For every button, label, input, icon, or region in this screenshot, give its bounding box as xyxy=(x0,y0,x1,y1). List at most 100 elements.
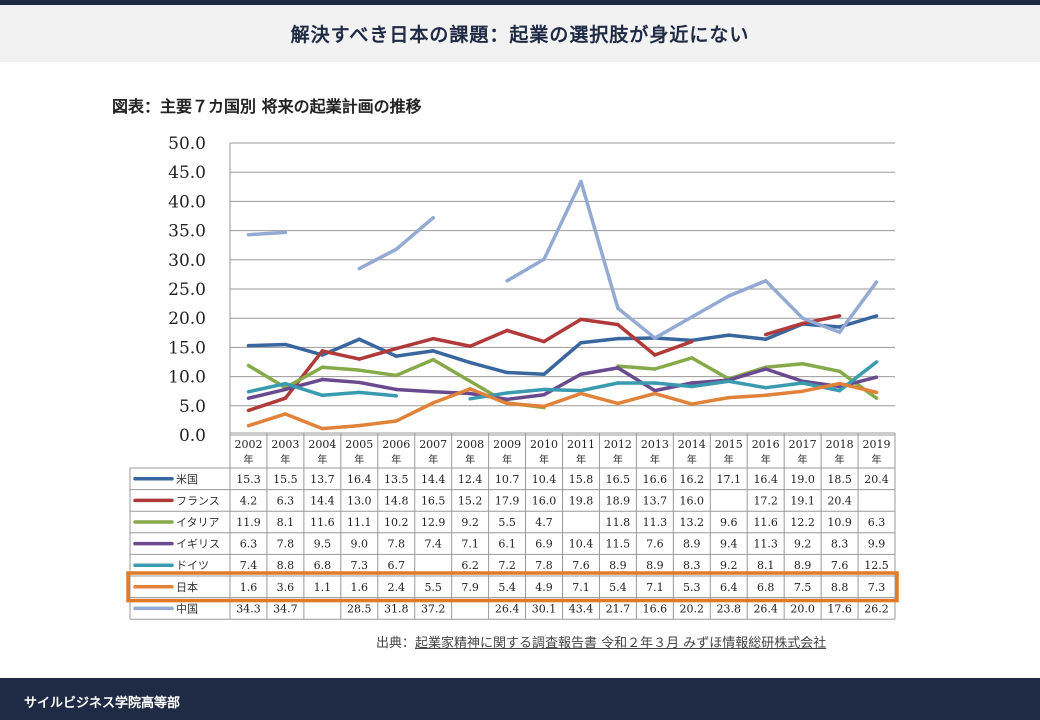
x-tick-suffix: 年 xyxy=(576,453,586,466)
data-label: 16.6 xyxy=(643,473,668,486)
data-label: 7.2 xyxy=(498,559,516,572)
data-label: 11.8 xyxy=(606,516,631,529)
series-line-segment xyxy=(763,389,805,398)
data-label: 6.2 xyxy=(461,559,479,572)
x-tick-label: 2011 xyxy=(567,438,595,451)
data-label: 4.7 xyxy=(535,516,553,529)
data-label: 8.9 xyxy=(646,559,664,572)
series-line-segment xyxy=(394,401,435,423)
data-label: 14.4 xyxy=(310,494,335,507)
series-line-segment xyxy=(431,390,472,396)
x-tick-label: 2007 xyxy=(419,438,447,451)
series-line-segment xyxy=(763,367,805,384)
data-label: 10.4 xyxy=(569,538,594,551)
data-label: 1.6 xyxy=(351,581,369,594)
series-line-segment xyxy=(653,339,694,357)
series-line-segment xyxy=(431,336,472,348)
series-line-segment xyxy=(505,257,546,283)
data-label: 12.2 xyxy=(790,516,815,529)
data-label: 26.4 xyxy=(753,602,778,615)
x-tick-suffix: 年 xyxy=(872,453,882,466)
y-tick-label: 0.0 xyxy=(179,426,206,446)
data-label: 6.3 xyxy=(868,516,886,529)
data-label: 13.2 xyxy=(680,516,705,529)
legend-label: 日本 xyxy=(176,580,198,594)
x-tick-suffix: 年 xyxy=(761,453,771,466)
y-tick-label: 20.0 xyxy=(168,309,206,329)
series-line-segment xyxy=(763,279,805,320)
x-tick-suffix: 年 xyxy=(465,453,475,466)
series-line-segment xyxy=(800,381,842,393)
data-label: 8.9 xyxy=(683,538,701,551)
series-line-segment xyxy=(727,279,768,298)
data-label: 7.3 xyxy=(868,581,886,594)
data-label: 10.7 xyxy=(495,473,520,486)
series-line-segment xyxy=(653,356,694,371)
y-tick-label: 30.0 xyxy=(168,251,206,271)
series-line-segment xyxy=(431,387,472,405)
series-line-segment xyxy=(320,349,362,361)
x-tick-label: 2010 xyxy=(530,438,558,451)
data-label: 6.1 xyxy=(498,538,516,551)
series-line-segment xyxy=(690,395,731,406)
series-line-segment xyxy=(837,369,879,400)
data-label: 17.1 xyxy=(717,473,742,486)
x-tick-suffix: 年 xyxy=(391,453,401,466)
data-label: 6.3 xyxy=(240,538,258,551)
data-label: 9.2 xyxy=(794,538,812,551)
data-label: 7.6 xyxy=(831,559,849,572)
data-label: 5.4 xyxy=(609,581,627,594)
data-label: 8.8 xyxy=(277,559,295,572)
series-line-segment xyxy=(431,349,472,365)
data-label: 10.9 xyxy=(827,516,852,529)
x-tick-suffix: 年 xyxy=(502,453,512,466)
series-line-segment xyxy=(246,387,288,400)
data-label: 37.2 xyxy=(421,602,446,615)
x-tick-label: 2018 xyxy=(826,438,854,451)
series-line-segment xyxy=(579,381,620,393)
data-label: 4.2 xyxy=(240,494,258,507)
series-line-segment xyxy=(542,179,583,261)
data-label: 34.3 xyxy=(236,602,261,615)
top-accent-bar xyxy=(0,0,1040,5)
source-link[interactable]: 起業家精神に関する調査報告書 令和２年３月 みずほ情報総研株式会社 xyxy=(415,636,827,651)
legend-label: イギリス xyxy=(176,538,220,551)
data-label: 16.2 xyxy=(680,473,705,486)
data-label: 26.4 xyxy=(495,602,520,615)
x-tick-suffix: 年 xyxy=(687,453,697,466)
data-label: 12.5 xyxy=(864,559,889,572)
series-line-segment xyxy=(283,381,325,398)
series-line-segment xyxy=(246,396,288,413)
series-line-segment xyxy=(727,393,768,400)
data-label: 16.6 xyxy=(643,602,668,615)
data-label: 21.7 xyxy=(606,602,631,615)
data-label: 8.1 xyxy=(757,559,775,572)
series-line-segment xyxy=(800,316,842,334)
x-tick-suffix: 年 xyxy=(798,453,808,466)
x-tick-label: 2006 xyxy=(382,438,410,451)
x-tick-suffix: 年 xyxy=(317,453,327,466)
data-label: 16.5 xyxy=(421,494,446,507)
series-line-segment xyxy=(246,230,288,237)
series-line-segment xyxy=(246,381,288,394)
data-label: 30.1 xyxy=(532,602,557,615)
data-label: 11.5 xyxy=(606,538,631,551)
series-line-segment xyxy=(357,380,398,392)
x-tick-label: 2004 xyxy=(308,438,336,451)
data-label: 7.1 xyxy=(646,581,664,594)
data-label: 16.4 xyxy=(347,473,372,486)
legend-label: ドイツ xyxy=(176,559,209,572)
data-label: 17.9 xyxy=(495,494,520,507)
y-tick-label: 15.0 xyxy=(168,338,206,358)
series-line-segment xyxy=(653,336,694,343)
series-line-segment xyxy=(357,368,398,378)
series-line-segment xyxy=(320,390,362,398)
data-label: 16.0 xyxy=(680,494,705,507)
series-line-segment xyxy=(837,280,879,334)
data-label: 5.4 xyxy=(498,581,516,594)
series-line-segment xyxy=(394,216,435,252)
data-label: 2.4 xyxy=(388,581,406,594)
x-tick-label: 2005 xyxy=(345,438,373,451)
data-label: 26.2 xyxy=(864,602,889,615)
data-label: 7.6 xyxy=(646,538,664,551)
